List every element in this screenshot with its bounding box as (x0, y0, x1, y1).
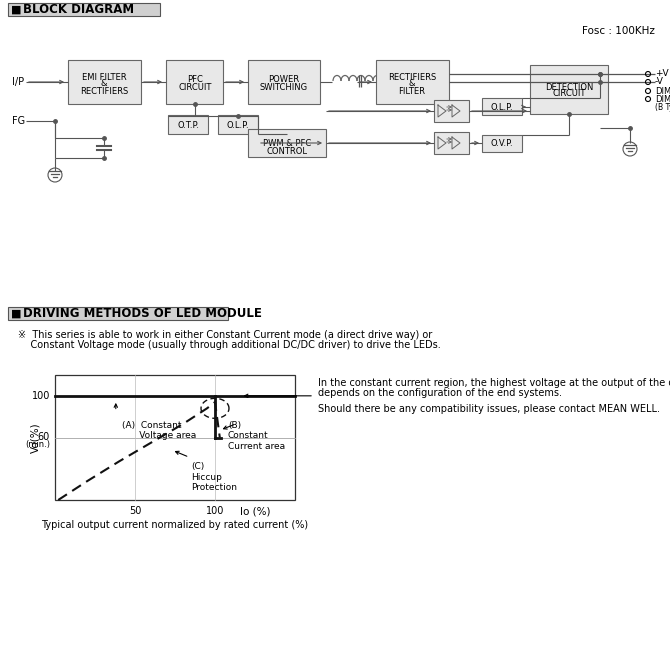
Text: FG: FG (12, 116, 25, 126)
FancyBboxPatch shape (68, 60, 141, 104)
Text: RECTIFIERS: RECTIFIERS (388, 73, 436, 82)
Text: (B)
Constant
Current area: (B) Constant Current area (228, 421, 285, 450)
Text: BLOCK DIAGRAM: BLOCK DIAGRAM (23, 3, 134, 16)
Text: FILTER: FILTER (399, 86, 425, 95)
Text: Should there be any compatibility issues, please contact MEAN WELL.: Should there be any compatibility issues… (318, 404, 660, 414)
Text: DIM-: DIM- (655, 95, 670, 104)
FancyBboxPatch shape (434, 100, 469, 122)
Text: Typical output current normalized by rated current (%): Typical output current normalized by rat… (42, 520, 309, 530)
Text: DETECTION: DETECTION (545, 82, 593, 91)
FancyBboxPatch shape (168, 115, 208, 134)
Text: PFC: PFC (187, 75, 203, 84)
Text: &: & (409, 80, 415, 89)
Text: Vo(%): Vo(%) (30, 422, 40, 453)
Text: CIRCUIT: CIRCUIT (552, 89, 586, 98)
Text: POWER: POWER (269, 75, 299, 84)
Text: In the constant current region, the highest voltage at the output of the driver: In the constant current region, the high… (318, 378, 670, 388)
Text: 50: 50 (129, 506, 141, 516)
Text: -V: -V (655, 78, 664, 86)
Text: CONTROL: CONTROL (267, 146, 308, 156)
Text: ■: ■ (11, 5, 21, 14)
FancyBboxPatch shape (248, 60, 320, 104)
Text: Fosc : 100KHz: Fosc : 100KHz (582, 26, 655, 36)
Text: ■: ■ (11, 308, 21, 319)
Text: &: & (100, 80, 107, 89)
Text: RECTIFIERS: RECTIFIERS (80, 86, 128, 95)
Text: 60: 60 (38, 432, 50, 443)
FancyBboxPatch shape (530, 65, 608, 114)
FancyBboxPatch shape (55, 375, 295, 500)
Text: O.L.P.: O.L.P. (490, 102, 513, 111)
Text: depends on the configuration of the end systems.: depends on the configuration of the end … (318, 388, 562, 398)
Text: (B Type): (B Type) (655, 102, 670, 111)
Text: O.L.P.: O.L.P. (226, 121, 249, 130)
Text: DIM+: DIM+ (655, 86, 670, 95)
FancyBboxPatch shape (218, 115, 258, 134)
Text: ※  This series is able to work in either Constant Current mode (a direct drive w: ※ This series is able to work in either … (18, 330, 432, 340)
Text: +V: +V (655, 69, 669, 78)
Text: (min.): (min.) (25, 440, 50, 449)
Text: O.V.P.: O.V.P. (490, 139, 513, 148)
FancyBboxPatch shape (376, 60, 449, 104)
Text: CIRCUIT: CIRCUIT (178, 82, 212, 91)
FancyBboxPatch shape (8, 3, 160, 16)
FancyBboxPatch shape (482, 135, 522, 152)
Text: I/P: I/P (12, 77, 24, 87)
FancyBboxPatch shape (482, 98, 522, 115)
Text: (C)
Hiccup
Protection: (C) Hiccup Protection (191, 463, 237, 492)
Text: (A)  Constant
      Voltage area: (A) Constant Voltage area (122, 421, 196, 440)
Text: PWM & PFC: PWM & PFC (263, 139, 311, 148)
Text: Io (%): Io (%) (240, 506, 270, 516)
Text: DRIVING METHODS OF LED MODULE: DRIVING METHODS OF LED MODULE (23, 307, 262, 320)
FancyBboxPatch shape (8, 307, 228, 320)
Text: SWITCHING: SWITCHING (260, 82, 308, 91)
Text: EMI FILTER: EMI FILTER (82, 73, 127, 82)
Text: O.T.P.: O.T.P. (177, 121, 199, 130)
FancyBboxPatch shape (248, 129, 326, 157)
Text: 100: 100 (206, 506, 224, 516)
FancyBboxPatch shape (166, 60, 223, 104)
Text: Constant Voltage mode (usually through additional DC/DC driver) to drive the LED: Constant Voltage mode (usually through a… (18, 340, 441, 350)
Text: 100: 100 (31, 391, 50, 401)
FancyBboxPatch shape (434, 132, 469, 154)
